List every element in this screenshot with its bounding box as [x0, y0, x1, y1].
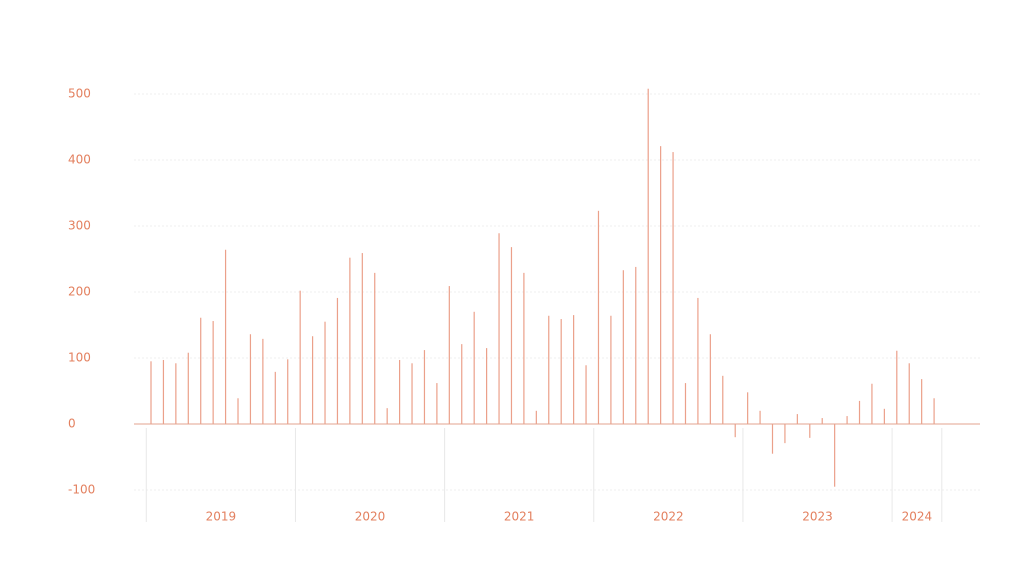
x-group-label: 2020: [355, 510, 386, 524]
bar: [187, 352, 189, 424]
bar: [548, 315, 550, 424]
bar: [771, 424, 774, 454]
bar: [647, 88, 649, 424]
bar: [846, 416, 848, 424]
y-tick-label: 200: [68, 285, 91, 299]
bar: [709, 334, 711, 424]
x-group-label: 2023: [802, 510, 833, 524]
bar: [311, 336, 314, 424]
x-group-label: 2021: [504, 510, 535, 524]
x-group-label: 2024: [902, 510, 933, 524]
y-tick-label: 400: [68, 153, 91, 167]
bar: [200, 317, 202, 424]
bar: [871, 383, 873, 424]
bar: [473, 311, 475, 424]
bar: [660, 146, 662, 424]
bar: [386, 408, 388, 424]
bar: [809, 424, 811, 438]
bar: [697, 297, 699, 424]
bar: [597, 210, 600, 424]
bar: [175, 363, 177, 424]
bar: [411, 363, 413, 424]
bar: [908, 363, 910, 424]
bar: [858, 400, 861, 424]
bar: [287, 359, 289, 424]
x-group-label: 2019: [206, 510, 237, 524]
bar: [722, 375, 724, 424]
bar: [573, 315, 575, 424]
bar: [734, 424, 736, 438]
bar: [212, 321, 214, 424]
bar: [150, 361, 152, 424]
y-tick-label: 300: [68, 219, 91, 233]
bar: [249, 334, 252, 424]
bar: [921, 379, 923, 424]
bar: [933, 398, 935, 424]
y-tick-label: 0: [68, 417, 76, 431]
bar: [784, 424, 786, 444]
bar: [821, 418, 823, 424]
bar: [237, 398, 239, 424]
bar: [448, 286, 450, 424]
bar: [336, 297, 339, 424]
bar: [349, 257, 351, 424]
bar: [635, 266, 637, 424]
bar: [834, 424, 836, 487]
bar: [423, 350, 426, 424]
bar: [672, 152, 674, 424]
bar: [622, 270, 624, 424]
bar: [883, 408, 885, 424]
bar: [560, 319, 562, 424]
y-tick-label: 500: [68, 87, 91, 101]
bar: [461, 344, 463, 424]
bar: [510, 247, 513, 424]
bar: [361, 253, 363, 424]
bar: [585, 365, 587, 424]
bar: [896, 350, 898, 424]
bar: [747, 392, 749, 424]
y-tick-label: 100: [68, 351, 91, 365]
bar: [162, 359, 165, 424]
bar: [374, 272, 376, 424]
bar: [486, 348, 488, 424]
bar: [399, 359, 401, 424]
bar: [274, 371, 276, 424]
bar: [523, 272, 525, 424]
bar: [324, 321, 326, 424]
bar: [535, 410, 537, 424]
bar: [684, 383, 687, 424]
bar: [262, 338, 264, 424]
bar: [759, 410, 761, 424]
bar: [796, 414, 798, 424]
y-tick-label: -100: [68, 483, 95, 497]
x-group-label: 2022: [653, 510, 684, 524]
bar: [498, 233, 500, 424]
bar: [436, 383, 438, 424]
bar: [299, 290, 301, 424]
bar: [224, 249, 227, 424]
bar: [610, 315, 612, 424]
